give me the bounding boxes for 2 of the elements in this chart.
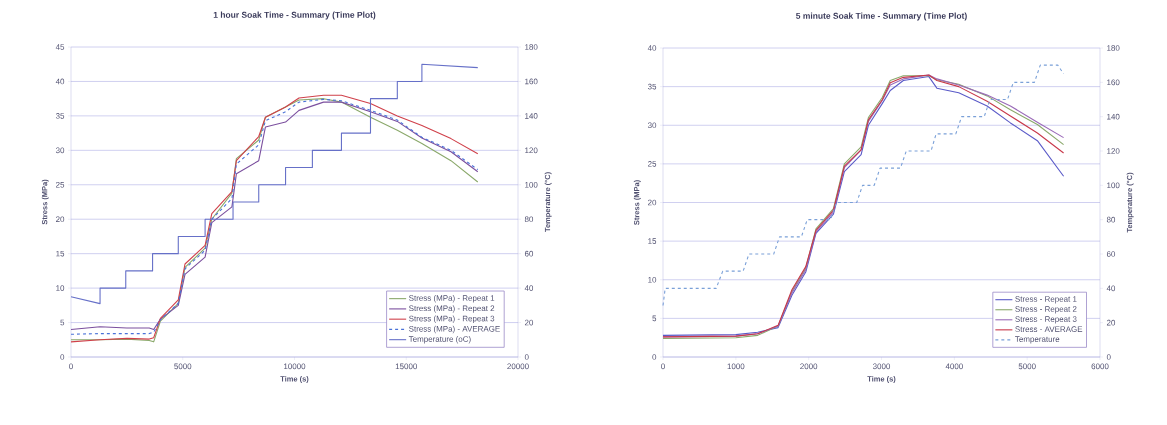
chart-title: 1 hour Soak Time - Summary (Time Plot): [213, 11, 376, 20]
chart-title: 5 minute Soak Time - Summary (Time Plot): [796, 12, 967, 21]
